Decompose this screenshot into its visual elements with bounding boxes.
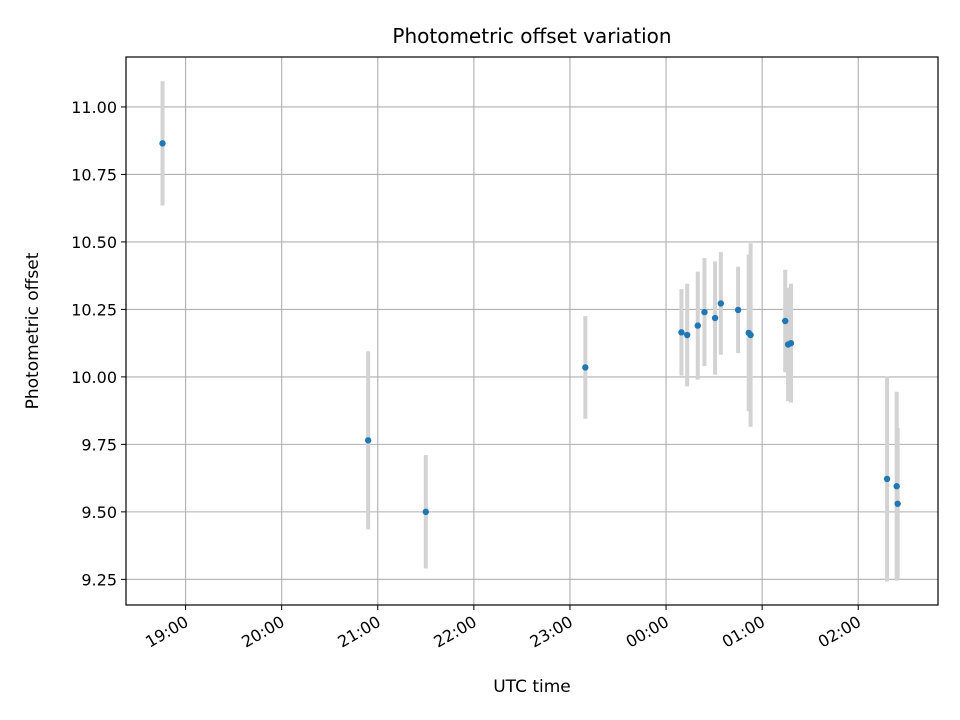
data-point	[159, 140, 166, 147]
y-tick-label: 10.75	[71, 165, 117, 184]
data-point	[582, 364, 589, 371]
grid	[126, 57, 938, 605]
data-point	[787, 339, 795, 347]
data-point	[701, 308, 708, 316]
y-tick-label: 9.50	[81, 503, 117, 522]
data-points	[159, 140, 901, 516]
x-axis-label: UTC time	[493, 677, 571, 697]
y-tick-label: 10.25	[71, 300, 117, 319]
data-point	[734, 306, 742, 314]
data-point	[678, 329, 685, 336]
data-point	[782, 317, 789, 325]
data-point	[711, 314, 719, 322]
data-point	[683, 331, 691, 339]
y-tick-label: 10.50	[71, 233, 117, 252]
y-tick-label: 11.00	[71, 98, 117, 117]
data-point	[894, 500, 901, 507]
data-point	[883, 475, 891, 483]
y-axis: 9.25 9.50 9.75 10.00 10.25 10.50 10.75 11.00	[71, 98, 126, 589]
y-tick-label: 10.00	[71, 368, 117, 387]
y-axis-label: Photometric offset	[23, 252, 43, 409]
data-point	[893, 483, 900, 490]
data-point	[364, 437, 372, 444]
data-point	[747, 331, 754, 339]
y-tick-label: 9.75	[81, 435, 117, 454]
y-tick-label: 9.25	[81, 570, 117, 589]
data-point	[694, 322, 701, 329]
chart-title: Photometric offset variation	[392, 24, 671, 48]
data-point	[717, 300, 725, 307]
plot-frame	[125, 56, 939, 606]
data-point	[422, 508, 430, 516]
